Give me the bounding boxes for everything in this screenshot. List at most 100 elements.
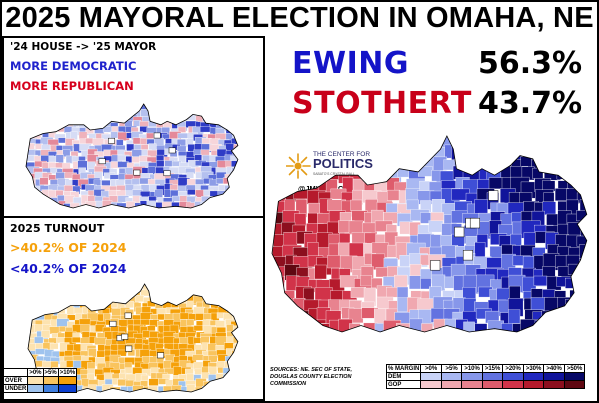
margin-map-precinct (376, 136, 389, 145)
margin-map-precinct (429, 136, 444, 147)
turnout-map-precinct (208, 380, 219, 390)
turnout-map-precinct (37, 302, 50, 313)
shift-map-precinct (42, 114, 54, 124)
margin-map-precinct (579, 137, 587, 152)
sunburst-icon (286, 153, 311, 179)
shift-map-precinct (26, 126, 40, 137)
turnout-map-precinct (124, 289, 136, 298)
margin-map-precinct (272, 137, 283, 152)
turnout-map-precinct (208, 355, 218, 363)
turnout-map-precinct (96, 296, 110, 307)
turnout-map-precinct (80, 295, 93, 304)
margin-map-precinct (421, 136, 435, 149)
margin-map-precinct (553, 146, 572, 157)
margin-legend-swatch-0-6 (543, 372, 565, 381)
shift-map-precinct (161, 104, 170, 109)
shift-map-precinct (47, 139, 59, 146)
margin-map-enclave (430, 260, 441, 271)
margin-map-precinct (464, 148, 483, 161)
margin-map-precinct (350, 199, 363, 211)
shift-map-precinct (65, 104, 78, 110)
shift-map-precinct (154, 114, 165, 124)
shift-map-precinct (40, 120, 50, 131)
shift-map-precinct (73, 104, 84, 113)
shift-map-precinct (35, 105, 48, 115)
margin-map-precinct (428, 220, 444, 233)
margin-map-precinct (545, 318, 562, 332)
margin-map-precinct (339, 136, 351, 150)
shift-map-enclave (98, 158, 106, 165)
margin-legend-swatch-0-0 (420, 372, 442, 381)
margin-map-precinct (534, 320, 551, 332)
turnout-legend-column-1: >5% (42, 368, 59, 377)
margin-map-precinct (497, 144, 512, 158)
margin-map-enclave (488, 190, 499, 201)
shift-map-precinct (178, 109, 186, 120)
margin-map-precinct (397, 149, 417, 162)
turnout-map-precinct (116, 284, 129, 292)
shift-map-precinct (103, 105, 116, 112)
margin-map-precinct (292, 298, 306, 311)
margin-map-precinct (522, 136, 537, 150)
turnout-map-precinct (201, 284, 213, 291)
shift-map-precinct (87, 121, 101, 127)
turnout-map-precinct (66, 306, 75, 315)
margin-map-precinct (294, 165, 308, 178)
sources-note: SOURCES: NE. SEC OF STATE, DOUGLAS COUNT… (270, 367, 352, 387)
shift-map-precinct (149, 104, 161, 112)
shift-map-precinct (117, 161, 129, 168)
turnout-map-precinct (36, 297, 45, 308)
center-for-politics-logo: THE CENTER FOR POLITICS SABATO'S CRYSTAL… (286, 151, 373, 179)
turnout-legend-swatch-0-1 (42, 376, 59, 385)
turnout-map-precinct (28, 290, 37, 301)
margin-map-precinct (363, 146, 383, 165)
shift-map-precinct (218, 104, 229, 111)
margin-map-precinct (338, 155, 355, 171)
logo-line1: THE CENTER FOR (313, 151, 370, 158)
margin-map-precinct (535, 136, 549, 150)
turnout-map-precinct (186, 384, 196, 392)
turnout-map-precinct (95, 284, 106, 293)
margin-map-precinct (291, 320, 307, 332)
turnout-map-precinct (222, 374, 232, 381)
turnout-map-precinct (231, 284, 238, 294)
shift-map-precinct (32, 190, 41, 199)
shift-map-precinct (222, 196, 231, 205)
margin-map-precinct (463, 321, 475, 332)
turnout-map-enclave (121, 333, 129, 340)
margin-legend-swatch-1-2 (461, 380, 483, 389)
shift-map-panel: '24 HOUSE -> '25 MAYOR MORE DEMOCRATIC M… (2, 36, 265, 218)
turnout-map-precinct (109, 284, 121, 292)
turnout-map-precinct (170, 290, 182, 297)
shift-map-precinct (226, 191, 235, 198)
margin-map-precinct (576, 177, 587, 194)
turnout-map-precinct (224, 288, 235, 298)
turnout-map-precinct (171, 385, 182, 392)
shift-map-precinct (64, 195, 75, 204)
turnout-map-precinct (218, 290, 230, 301)
margin-legend-swatch-1-7 (563, 380, 586, 389)
turnout-map-enclave (157, 352, 165, 359)
turnout-map-precinct (51, 285, 62, 296)
turnout-map-precinct (37, 284, 48, 293)
shift-map-precinct (26, 104, 38, 113)
shift-map-precinct (224, 114, 236, 122)
margin-map-precinct (295, 136, 308, 149)
turnout-map-precinct (124, 284, 136, 291)
margin-map-precinct (364, 169, 382, 181)
turnout-map-precinct (28, 284, 35, 293)
margin-legend-swatch-1-0 (420, 380, 442, 389)
turnout-map-precinct (233, 378, 238, 387)
margin-map-precinct (490, 156, 507, 171)
margin-map-precinct (466, 136, 486, 149)
turnout-legend: >0% >5% >10% OVER UNDER (2, 368, 78, 393)
shift-map-precinct (72, 110, 86, 118)
turnout-map-precinct (124, 367, 133, 374)
margin-map-precinct (272, 309, 284, 326)
shift-map-precinct (154, 104, 166, 113)
margin-map-enclave (454, 226, 465, 238)
margin-map-precinct (488, 136, 504, 153)
shift-map-precinct (231, 185, 238, 192)
turnout-map-precinct (87, 301, 101, 311)
shift-map-precinct (232, 108, 238, 115)
